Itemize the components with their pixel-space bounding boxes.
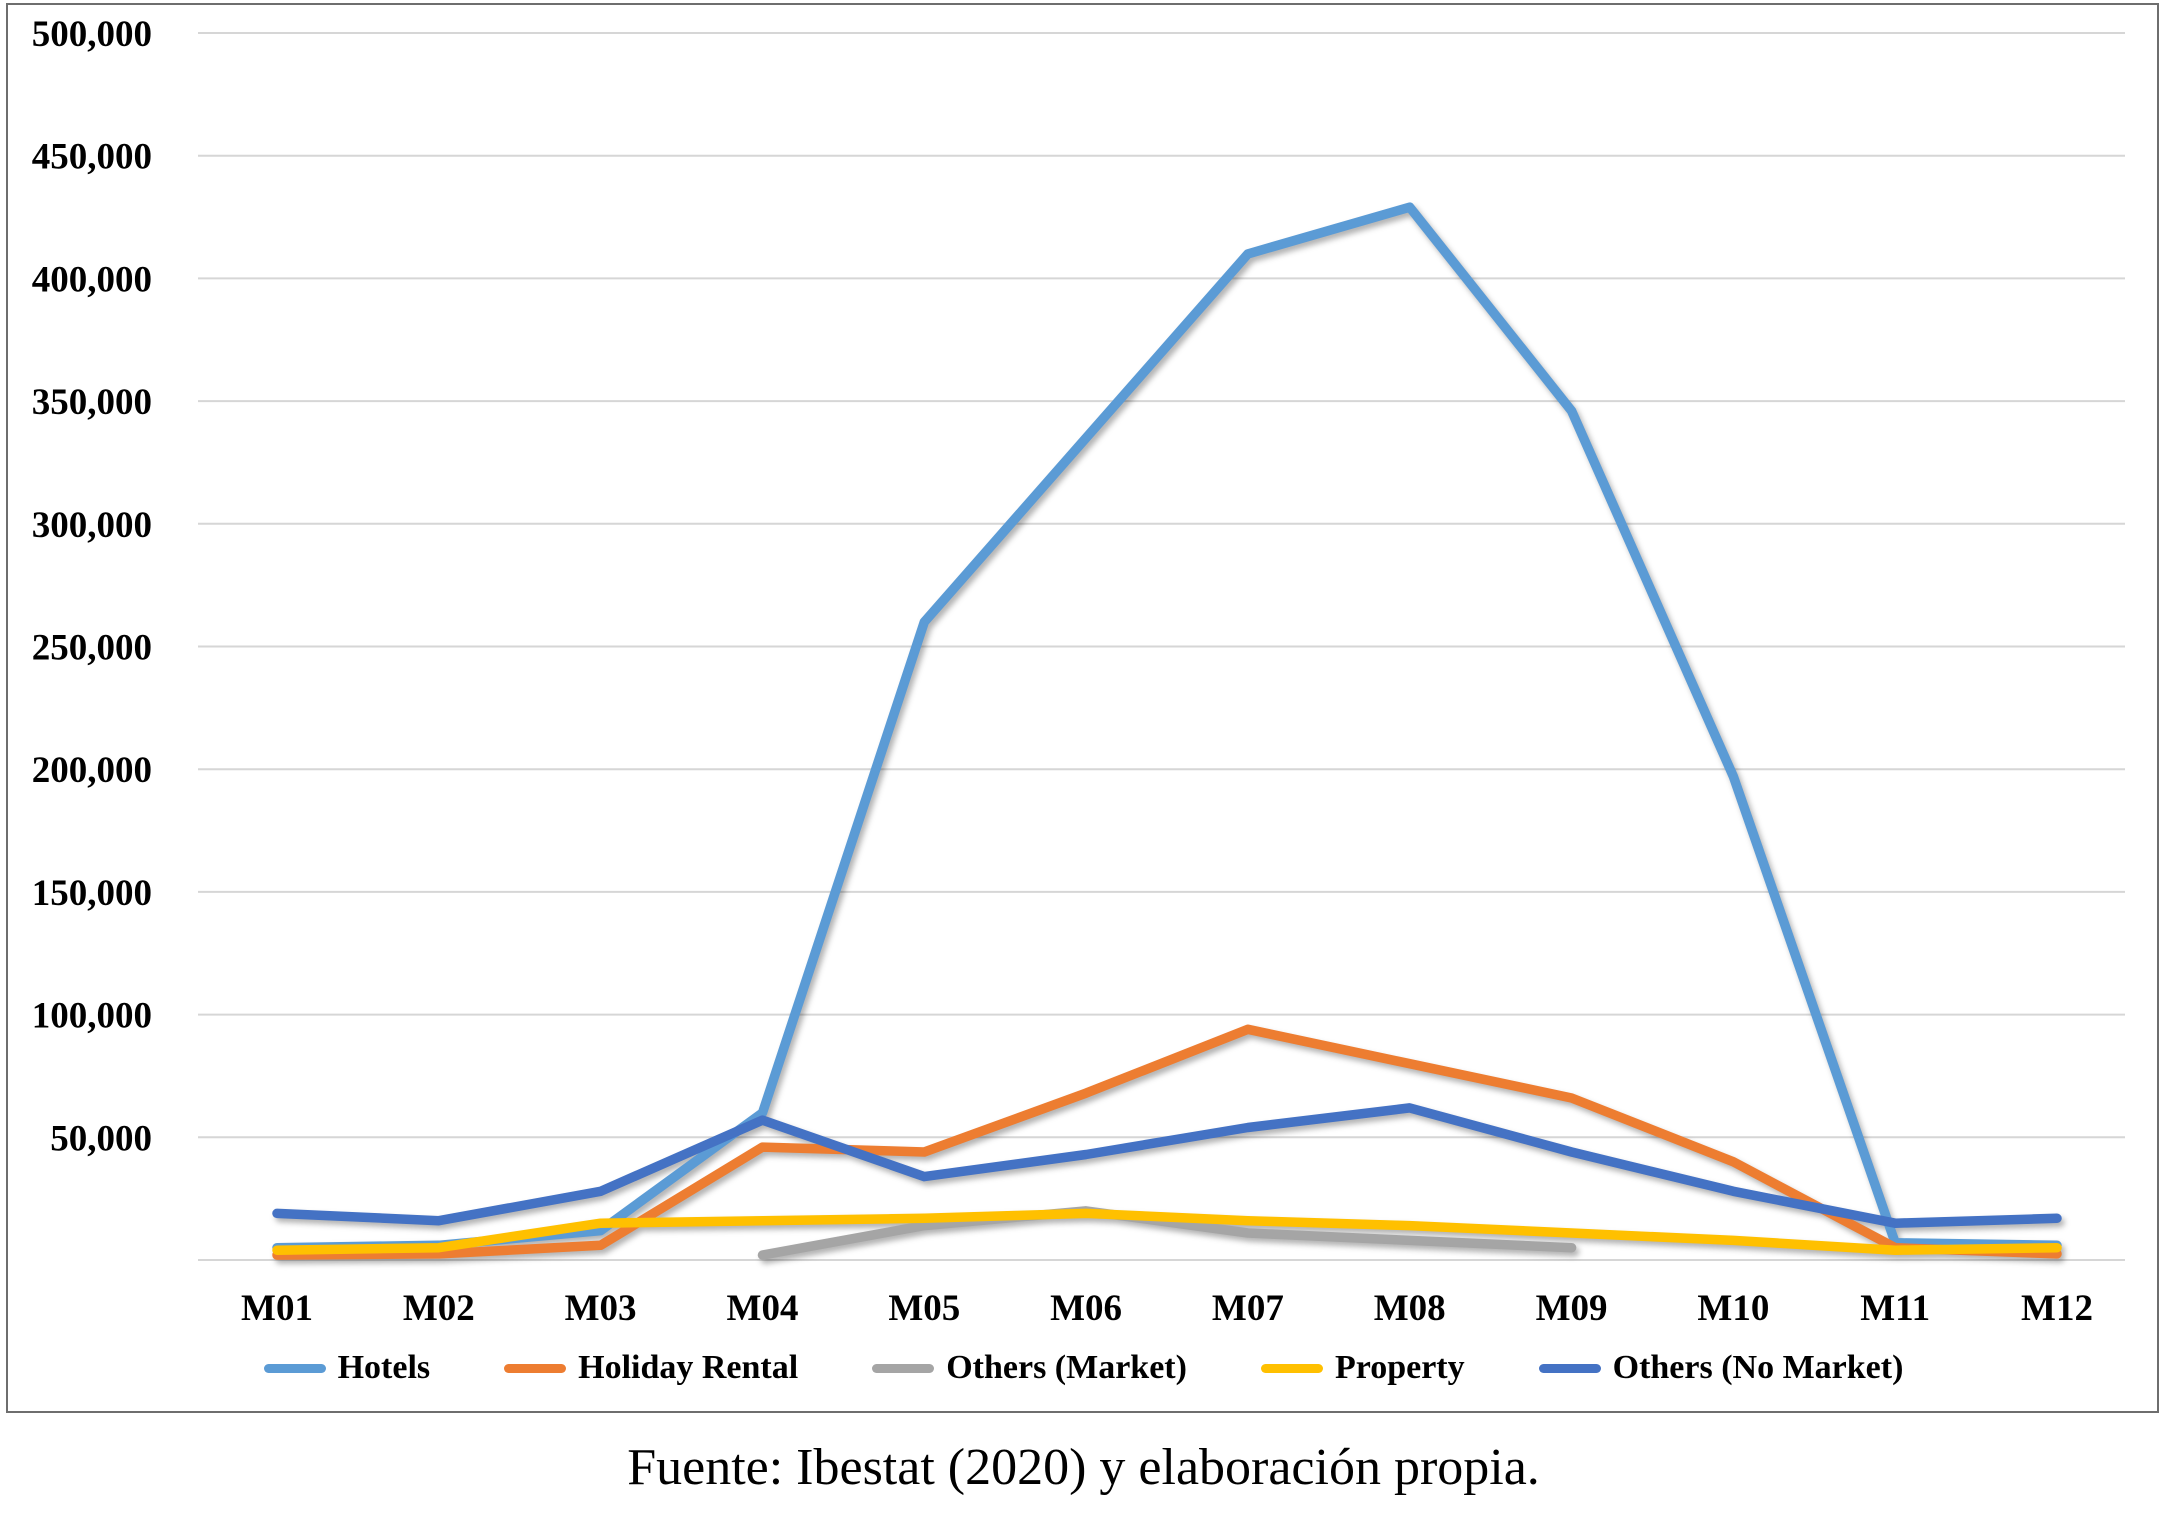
chart-legend: Hotels Holiday Rental Others (Market) Prope… (0, 1338, 2167, 1398)
legend-label: Property (1334, 1349, 1465, 1386)
legend-item: Property (1260, 1349, 1465, 1387)
legend-label: Others (No Market) (1612, 1349, 1904, 1386)
y-tick-label: 250,000 (32, 628, 152, 669)
x-tick-label: M10 (1697, 1288, 1769, 1329)
y-tick-label: 150,000 (32, 873, 152, 914)
series-line-property (272, 1208, 2062, 1255)
series-line-hotels (272, 202, 2062, 1253)
y-tick-label: 450,000 (32, 137, 152, 178)
x-tick-label: M12 (2021, 1288, 2093, 1329)
x-tick-label: M08 (1374, 1288, 1446, 1329)
x-tick-label: M11 (1860, 1288, 1930, 1329)
y-tick-label: 100,000 (32, 996, 152, 1037)
legend-item: Others (No Market) (1538, 1349, 1904, 1387)
y-tick-label: 350,000 (32, 382, 152, 423)
y-tick-label: 200,000 (32, 750, 152, 791)
y-tick-label: 300,000 (32, 505, 152, 546)
series-line-holiday-rental (272, 1024, 2062, 1260)
legend-line-swatch (263, 1363, 326, 1373)
series-line-others-no-market- (272, 1103, 2062, 1228)
legend-label: Hotels (337, 1349, 431, 1386)
x-tick-label: M03 (565, 1288, 637, 1329)
x-tick-label: M09 (1536, 1288, 1608, 1329)
y-tick-label: 500,000 (32, 14, 152, 55)
x-tick-label: M04 (727, 1288, 799, 1329)
legend-line-swatch (872, 1363, 935, 1373)
x-tick-label: M07 (1212, 1288, 1284, 1329)
legend-label: Others (Market) (946, 1349, 1187, 1386)
chart-frame (6, 3, 2159, 1413)
legend-line-swatch (1260, 1363, 1323, 1373)
y-tick-label: 400,000 (32, 259, 152, 300)
legend-item: Holiday Rental (504, 1349, 798, 1387)
x-tick-label: M05 (888, 1288, 960, 1329)
x-tick-label: M06 (1050, 1288, 1122, 1329)
legend-label: Holiday Rental (578, 1349, 799, 1386)
x-tick-label: M02 (403, 1288, 475, 1329)
legend-line-swatch (1538, 1363, 1601, 1373)
legend-item: Others (Market) (872, 1349, 1187, 1387)
source-caption: Fuente: Ibestat (2020) y elaboración pro… (627, 1439, 1540, 1496)
legend-item: Hotels (263, 1349, 431, 1387)
series-line-others-market- (757, 1206, 1577, 1260)
legend-line-swatch (504, 1363, 567, 1373)
y-tick-label: 50,000 (50, 1118, 152, 1159)
line-chart: 50,000 100,000 150,000 200,000 250,000 300,00… (32, 14, 2125, 1329)
x-tick-label: M01 (241, 1288, 313, 1329)
